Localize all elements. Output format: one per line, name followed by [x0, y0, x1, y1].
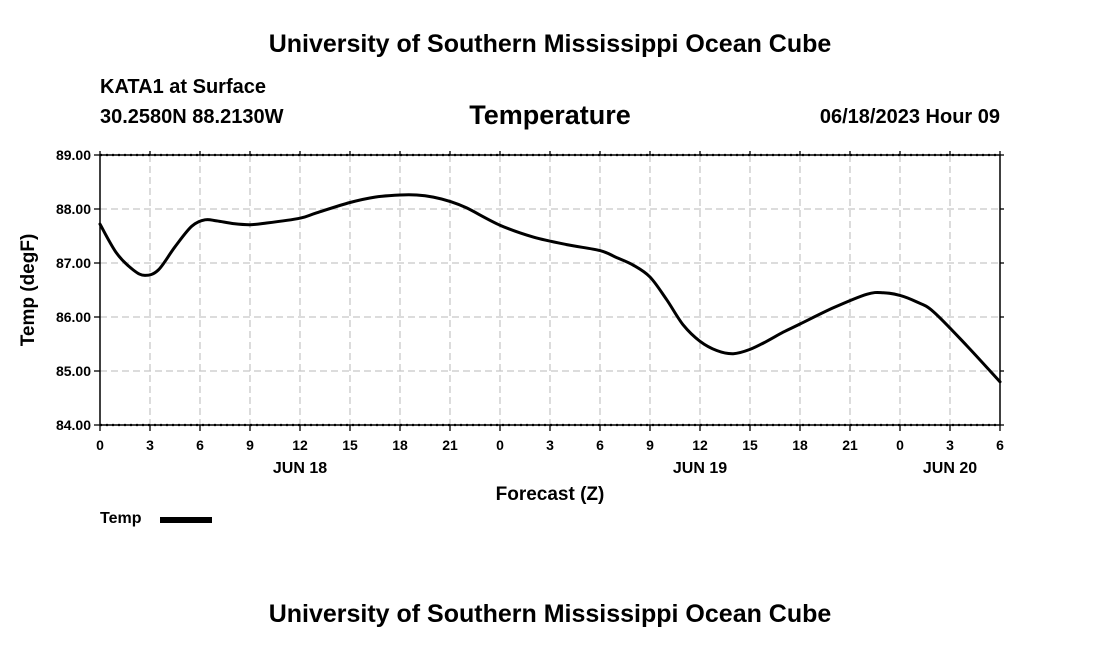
x-tick-label: 6	[196, 437, 204, 453]
x-tick-label: 12	[292, 437, 308, 453]
x-tick-label: 3	[946, 437, 954, 453]
y-axis-label: Temp (degF)	[18, 234, 39, 347]
x-tick-label: 15	[342, 437, 358, 453]
y-tick-label: 85.00	[56, 363, 91, 379]
x-tick-label: 12	[692, 437, 708, 453]
temp-series-line	[98, 193, 1002, 384]
x-tick-label: 3	[546, 437, 554, 453]
x-tick-label: 0	[896, 437, 904, 453]
station-label: KATA1 at Surface	[100, 76, 266, 98]
x-tick-label: 6	[596, 437, 604, 453]
x-tick-label: 18	[792, 437, 808, 453]
y-tick-label: 87.00	[56, 255, 91, 271]
x-tick-labels: 0 3 6 9 12 15 18 21 0 3 6 9 12 15 18 21 0 3 6	[96, 437, 1004, 453]
x-tick-label: 9	[646, 437, 654, 453]
y-tick-label: 86.00	[56, 309, 91, 325]
x-tick-label: 15	[742, 437, 758, 453]
y-tick-label: 84.00	[56, 417, 91, 433]
x-tick-label: 0	[496, 437, 504, 453]
y-tick-labels: 84.00 85.00 86.00 87.00 88.00 89.00	[56, 147, 91, 433]
y-tick-label: 89.00	[56, 147, 91, 163]
station-coords: 30.2580N 88.2130W	[100, 106, 284, 128]
x-tick-label: 18	[392, 437, 408, 453]
valid-time: 06/18/2023 Hour 09	[819, 106, 1000, 128]
grid-lines	[100, 155, 1000, 425]
x-tick-label: 3	[146, 437, 154, 453]
day-label: JUN 20	[923, 460, 977, 477]
legend-label: Temp	[100, 510, 142, 527]
axis-ticks	[94, 151, 1004, 431]
x-tick-label: 21	[842, 437, 858, 453]
x-tick-label: 0	[96, 437, 104, 453]
x-axis-label: Forecast (Z)	[496, 484, 605, 505]
day-label: JUN 18	[273, 460, 327, 477]
legend-line-swatch	[160, 517, 212, 523]
page-title-top: University of Southern Mississippi Ocean…	[268, 30, 832, 58]
x-tick-label: 6	[996, 437, 1004, 453]
x-tick-label: 21	[442, 437, 458, 453]
chart-title: Temperature	[469, 100, 631, 130]
y-tick-label: 88.00	[56, 201, 91, 217]
day-labels: JUN 18 JUN 19 JUN 20	[273, 460, 977, 477]
x-tick-label: 9	[246, 437, 254, 453]
page-title-bottom: University of Southern Mississippi Ocean…	[268, 600, 832, 628]
day-label: JUN 19	[673, 460, 727, 477]
